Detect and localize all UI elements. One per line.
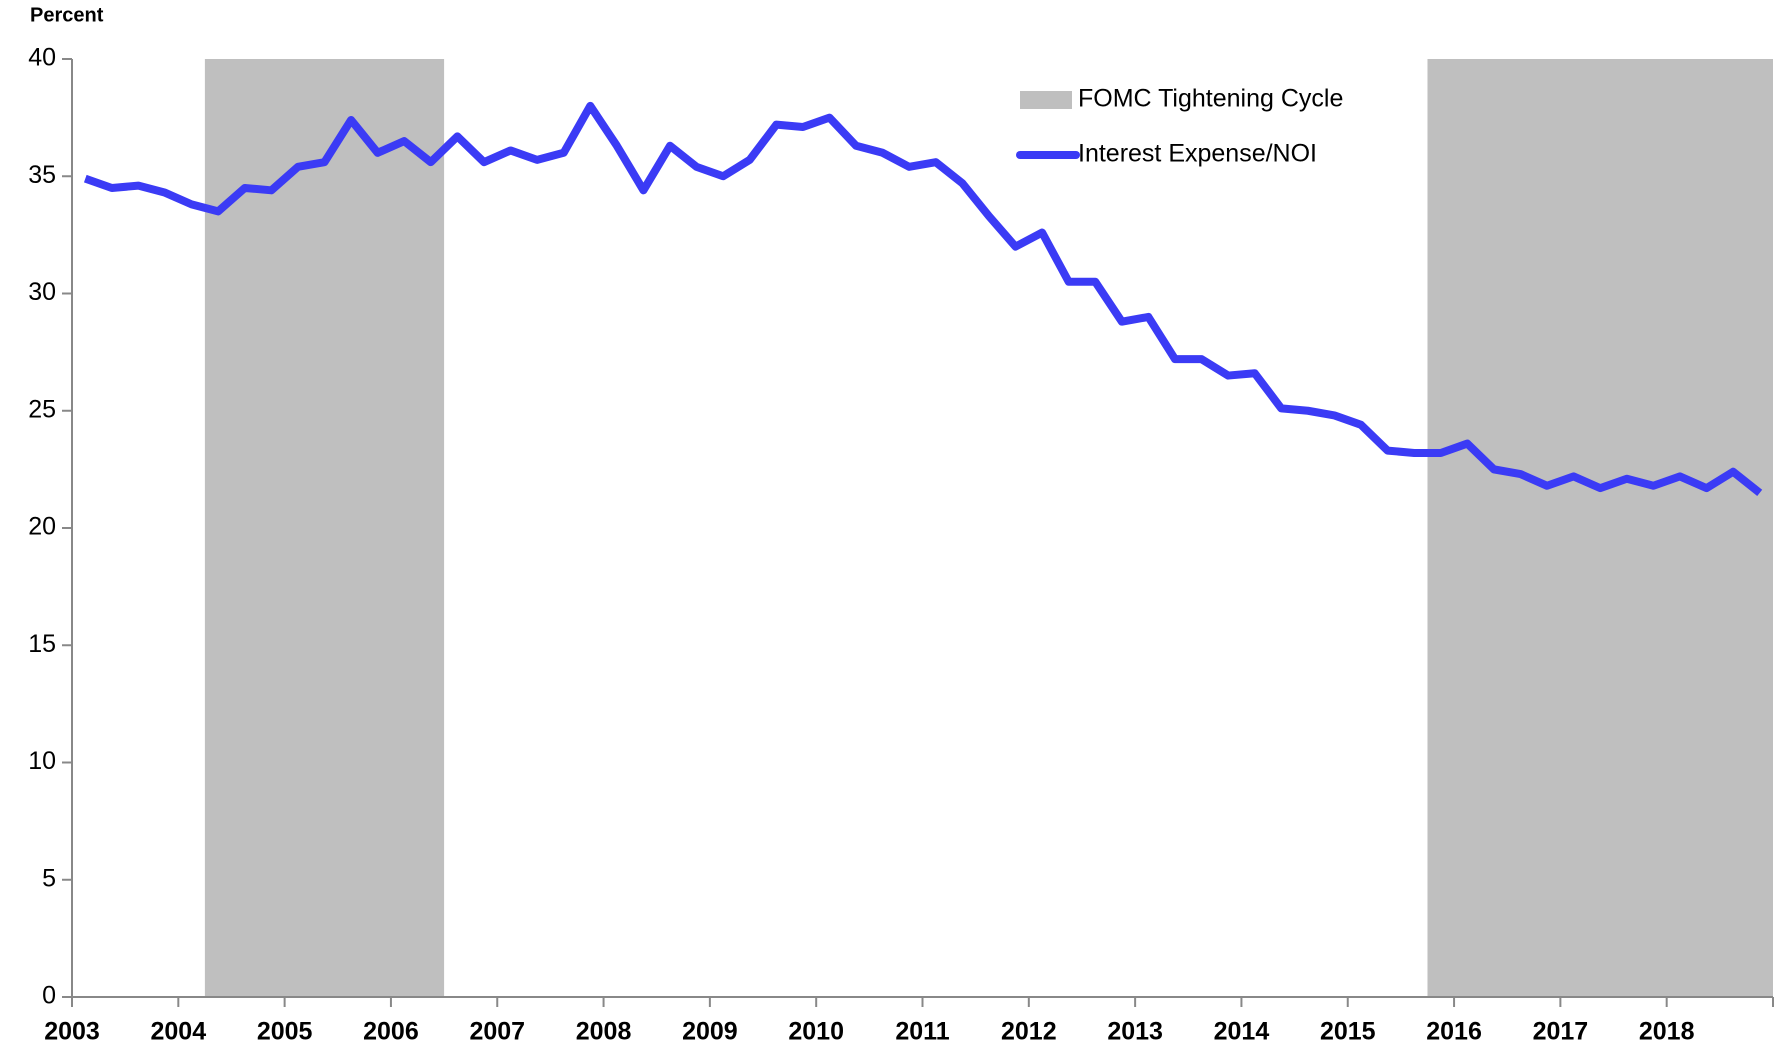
y-tick-label: 5 [42, 864, 56, 892]
x-tick-label: 2003 [44, 1018, 100, 1046]
y-axis-label: Percent [30, 4, 104, 26]
x-tick-label: 2012 [1001, 1018, 1057, 1046]
y-tick-label: 10 [28, 747, 56, 775]
y-tick-label: 35 [28, 161, 56, 189]
y-tick-label: 20 [28, 513, 56, 541]
x-tick-label: 2008 [576, 1018, 632, 1046]
x-tick-label: 2004 [151, 1018, 207, 1046]
series-line [83, 101, 1763, 496]
legend-label: FOMC Tightening Cycle [1078, 85, 1343, 113]
x-tick-label: 2005 [257, 1018, 313, 1046]
x-tick-label: 2009 [682, 1018, 738, 1046]
y-tick-label: 0 [42, 982, 56, 1010]
x-tick-label: 2007 [469, 1018, 525, 1046]
x-tick-label: 2006 [363, 1018, 419, 1046]
y-tick-label: 30 [28, 278, 56, 306]
x-tick-label: 2013 [1107, 1018, 1163, 1046]
tightening-band [1427, 59, 1773, 997]
x-tick-label: 2014 [1214, 1018, 1270, 1046]
x-tick-label: 2016 [1426, 1018, 1482, 1046]
legend-label: Interest Expense/NOI [1078, 140, 1317, 168]
x-tick-label: 2011 [895, 1018, 949, 1046]
tightening-band [204, 59, 445, 997]
x-tick-label: 2010 [788, 1018, 844, 1046]
y-tick-label: 25 [28, 395, 56, 423]
y-tick-label: 40 [28, 44, 56, 72]
x-tick-label: 2017 [1533, 1018, 1589, 1046]
legend-swatch [1020, 91, 1072, 109]
y-tick-label: 15 [28, 630, 56, 658]
x-tick-label: 2018 [1639, 1018, 1695, 1046]
x-tick-label: 2015 [1320, 1018, 1376, 1046]
